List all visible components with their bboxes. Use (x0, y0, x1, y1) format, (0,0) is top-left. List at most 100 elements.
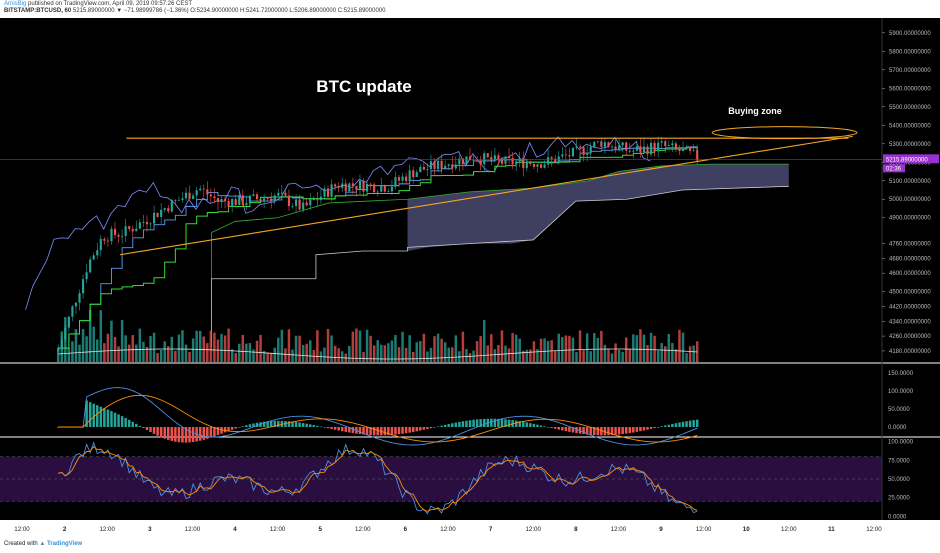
volume-bar (461, 331, 465, 362)
macd-histogram-bar (337, 427, 340, 431)
candle-body (74, 302, 78, 307)
candle-body (302, 202, 305, 210)
macd-histogram-bar (287, 421, 291, 427)
macd-histogram-bar (649, 427, 653, 429)
price-tick-label: 4760.00000000 (889, 242, 931, 248)
candle-body (476, 160, 479, 162)
candle-body (355, 185, 358, 190)
macd-histogram-bar (120, 416, 124, 427)
time-tick-label: 10 (743, 526, 750, 533)
candle-body (515, 161, 518, 165)
macd-histogram-bar (454, 422, 458, 427)
candle-body (500, 159, 504, 164)
candle-body (305, 202, 308, 206)
macd-histogram-bar (213, 427, 216, 437)
volume-bar (326, 328, 330, 362)
candle-body (334, 184, 337, 187)
volume-bar (269, 352, 273, 362)
candle-body (170, 200, 173, 212)
price-tick-label: 4680.00000000 (889, 256, 931, 262)
volume-bar (660, 343, 663, 362)
candle-body (231, 199, 234, 207)
volume-bar (451, 347, 454, 362)
candle-body (507, 156, 511, 159)
macd-histogram-bar (284, 421, 287, 427)
volume-bar (582, 350, 585, 362)
macd-histogram-bar (326, 427, 330, 429)
volume-bar (213, 332, 216, 362)
time-tick-label: 4 (233, 526, 237, 533)
macd-histogram-bar (273, 420, 277, 427)
candle-body (106, 240, 109, 242)
candle-body (564, 154, 567, 156)
candle-body (497, 155, 500, 160)
macd-histogram-bar (607, 427, 610, 436)
macd-histogram-bar (309, 424, 312, 427)
candle-body (92, 255, 95, 260)
volume-bar (142, 341, 145, 362)
volume-bar (287, 329, 291, 362)
volume-bar (656, 350, 660, 362)
macd-histogram-bar (305, 423, 308, 427)
macd-histogram-bar (88, 402, 92, 427)
volume-bar (152, 332, 156, 362)
macd-histogram-bar (671, 423, 674, 427)
volume-bar (277, 337, 280, 362)
candle-body (64, 327, 67, 340)
candle-body (529, 162, 532, 165)
macd-histogram-bar (695, 419, 699, 427)
macd-signal-line (58, 394, 698, 443)
macd-histogram-bar (348, 427, 351, 433)
volume-bar (518, 338, 521, 362)
macd-histogram-bar (333, 427, 337, 430)
candle-body (436, 160, 440, 169)
candle-body (522, 157, 525, 169)
candle-body (195, 190, 198, 196)
volume-bar (216, 339, 220, 362)
macd-histogram-bar (656, 427, 660, 428)
candle-body (223, 199, 227, 202)
volume-bar (387, 343, 390, 362)
volume-bar (401, 331, 404, 362)
macd-histogram-bar (419, 427, 422, 431)
candle-body (330, 184, 333, 197)
candle-body (412, 170, 415, 178)
volume-bar (468, 353, 472, 362)
candle-body (96, 250, 99, 256)
volume-bar (536, 349, 539, 362)
author-link[interactable]: ArnisBig (4, 1, 27, 7)
volume-bar (106, 333, 110, 362)
macd-histogram-bar (206, 427, 209, 439)
tradingview-brand[interactable]: TradingView (46, 541, 83, 547)
macd-histogram-bar (667, 424, 671, 427)
macd-histogram-bar (269, 421, 273, 427)
candle-body (270, 198, 273, 202)
macd-histogram-bar (582, 427, 585, 435)
countdown-tag (883, 164, 905, 173)
macd-histogram-bar (635, 427, 639, 432)
macd-histogram-bar (124, 417, 127, 427)
macd-histogram-bar (234, 427, 237, 429)
time-tick-label: 12:00 (781, 526, 797, 533)
macd-histogram-bar (596, 427, 600, 436)
macd-histogram-bar (514, 420, 518, 427)
volume-bar (135, 344, 138, 362)
macd-histogram-bar (443, 424, 447, 427)
candle-body (121, 235, 124, 237)
candle-body (490, 157, 493, 161)
candle-body (192, 195, 195, 199)
candle-body (607, 142, 610, 147)
volume-bar (589, 351, 592, 362)
candle-body (227, 201, 230, 207)
candle-body (429, 161, 433, 170)
macd-histogram-bar (664, 425, 667, 427)
macd-histogram-bar (401, 427, 404, 434)
candle-body (181, 198, 184, 200)
macd-histogram-bar (603, 427, 607, 436)
volume-bar (181, 330, 184, 362)
candle-body (351, 183, 354, 186)
volume-bar (610, 353, 614, 362)
macd-histogram-bar (92, 403, 95, 427)
candle-body (71, 306, 74, 317)
